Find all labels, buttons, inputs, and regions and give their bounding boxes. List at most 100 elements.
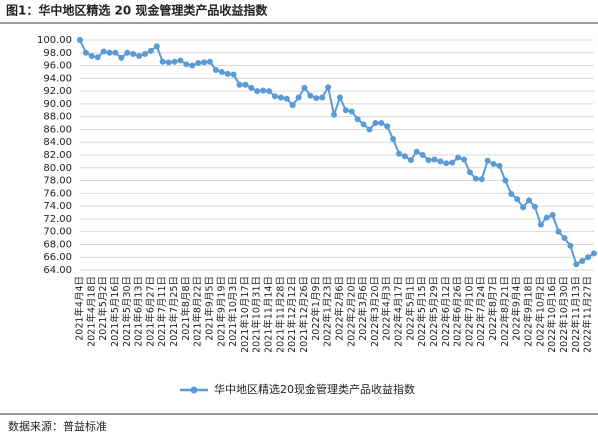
point (236, 81, 243, 88)
x-tick-label: 2022年3月6日 (357, 276, 369, 341)
y-tick-label: 80.00 (43, 163, 72, 174)
point (490, 160, 497, 167)
point (372, 120, 379, 127)
point (94, 54, 101, 61)
point (413, 148, 420, 155)
x-tick-label: 2022年10月2日 (534, 276, 546, 347)
x-tick-label: 2021年11月28日 (274, 276, 286, 353)
point (348, 108, 355, 115)
point (100, 48, 107, 55)
point (508, 190, 515, 197)
point (177, 57, 184, 64)
legend-label: 华中地区精选20现金管理类产品收益指数 (214, 382, 415, 396)
point (502, 177, 509, 184)
x-tick-label: 2022年9月18日 (523, 276, 535, 347)
y-tick-label: 90.00 (43, 99, 72, 110)
point (260, 87, 267, 94)
point (384, 123, 391, 130)
point (124, 49, 131, 56)
x-tick-label: 2021年5月2日 (97, 276, 109, 341)
point (277, 94, 284, 101)
point (313, 95, 320, 102)
point (591, 250, 597, 257)
y-tick-label: 88.00 (43, 112, 72, 123)
point (567, 242, 574, 249)
x-tick-label: 2021年6月27日 (144, 276, 156, 347)
x-tick-label: 2021年4月4日 (74, 276, 86, 341)
point (461, 156, 468, 163)
point (295, 94, 302, 101)
x-tick-label: 2021年9月5日 (203, 276, 215, 341)
x-tick-label: 2021年7月25日 (168, 276, 180, 347)
point (472, 175, 479, 182)
point (366, 126, 373, 133)
x-tick-label: 2022年7月10日 (463, 276, 475, 347)
x-tick-label: 2022年9月4日 (511, 276, 523, 341)
point (165, 59, 172, 66)
x-tick-label: 2022年5月29日 (428, 276, 440, 347)
point (301, 84, 308, 91)
point (354, 116, 361, 123)
point (159, 58, 166, 65)
y-tick-label: 74.00 (43, 201, 72, 212)
x-tick-label: 2022年10月16日 (546, 276, 558, 353)
x-tick-label: 2022年11月13日 (570, 276, 582, 353)
y-tick-label: 76.00 (43, 188, 72, 199)
y-tick-label: 64.00 (43, 265, 72, 276)
x-tick-label: 2022年8月21日 (499, 276, 511, 347)
point (378, 120, 385, 127)
point (561, 235, 568, 242)
point (360, 121, 367, 128)
point (466, 169, 473, 176)
point (478, 176, 485, 183)
point (531, 203, 538, 210)
point (206, 58, 213, 65)
point (537, 221, 544, 228)
point (201, 59, 208, 66)
y-tick-label: 98.00 (43, 48, 72, 59)
x-tick-label: 2022年8月7日 (487, 276, 499, 341)
x-tick-label: 2021年8月22日 (192, 276, 204, 347)
point (289, 102, 296, 109)
point (585, 254, 592, 261)
x-tick-label: 2021年5月30日 (121, 276, 133, 347)
y-tick-label: 68.00 (43, 239, 72, 250)
point (136, 52, 143, 59)
point (118, 54, 125, 61)
point (254, 88, 261, 95)
x-tick-label: 2022年11月27日 (582, 276, 594, 353)
point (141, 51, 148, 58)
point (549, 212, 556, 219)
x-tick-label: 2021年8月8日 (180, 276, 192, 341)
point (218, 68, 225, 75)
point (336, 94, 343, 101)
x-tick-label: 2022年1月23日 (322, 276, 334, 347)
point (266, 88, 273, 95)
point (77, 37, 83, 43)
point (212, 67, 219, 74)
point (331, 111, 338, 118)
point (147, 47, 154, 54)
series-line (79, 39, 595, 266)
x-tick-label: 2021年4月18日 (85, 276, 97, 347)
point (342, 107, 349, 114)
point (396, 150, 403, 157)
y-tick-label: 92.00 (43, 86, 72, 97)
point (431, 156, 438, 163)
y-tick-label: 72.00 (43, 214, 72, 225)
x-tick-label: 2022年3月20日 (369, 276, 381, 347)
point (106, 49, 113, 56)
point (407, 157, 414, 164)
point (271, 93, 278, 100)
point (183, 61, 190, 68)
chart-title: 图1：华中地区精选 20 现金管理类产品收益指数 (6, 3, 268, 18)
point (242, 81, 249, 88)
x-tick-label: 2022年4月3日 (381, 276, 393, 341)
point (88, 52, 95, 59)
point (401, 153, 408, 160)
source: 数据来源：普益标准 (8, 419, 107, 433)
y-tick-label: 100.00 (37, 35, 72, 46)
point (112, 49, 119, 56)
x-tick-label: 2022年6月12日 (440, 276, 452, 347)
